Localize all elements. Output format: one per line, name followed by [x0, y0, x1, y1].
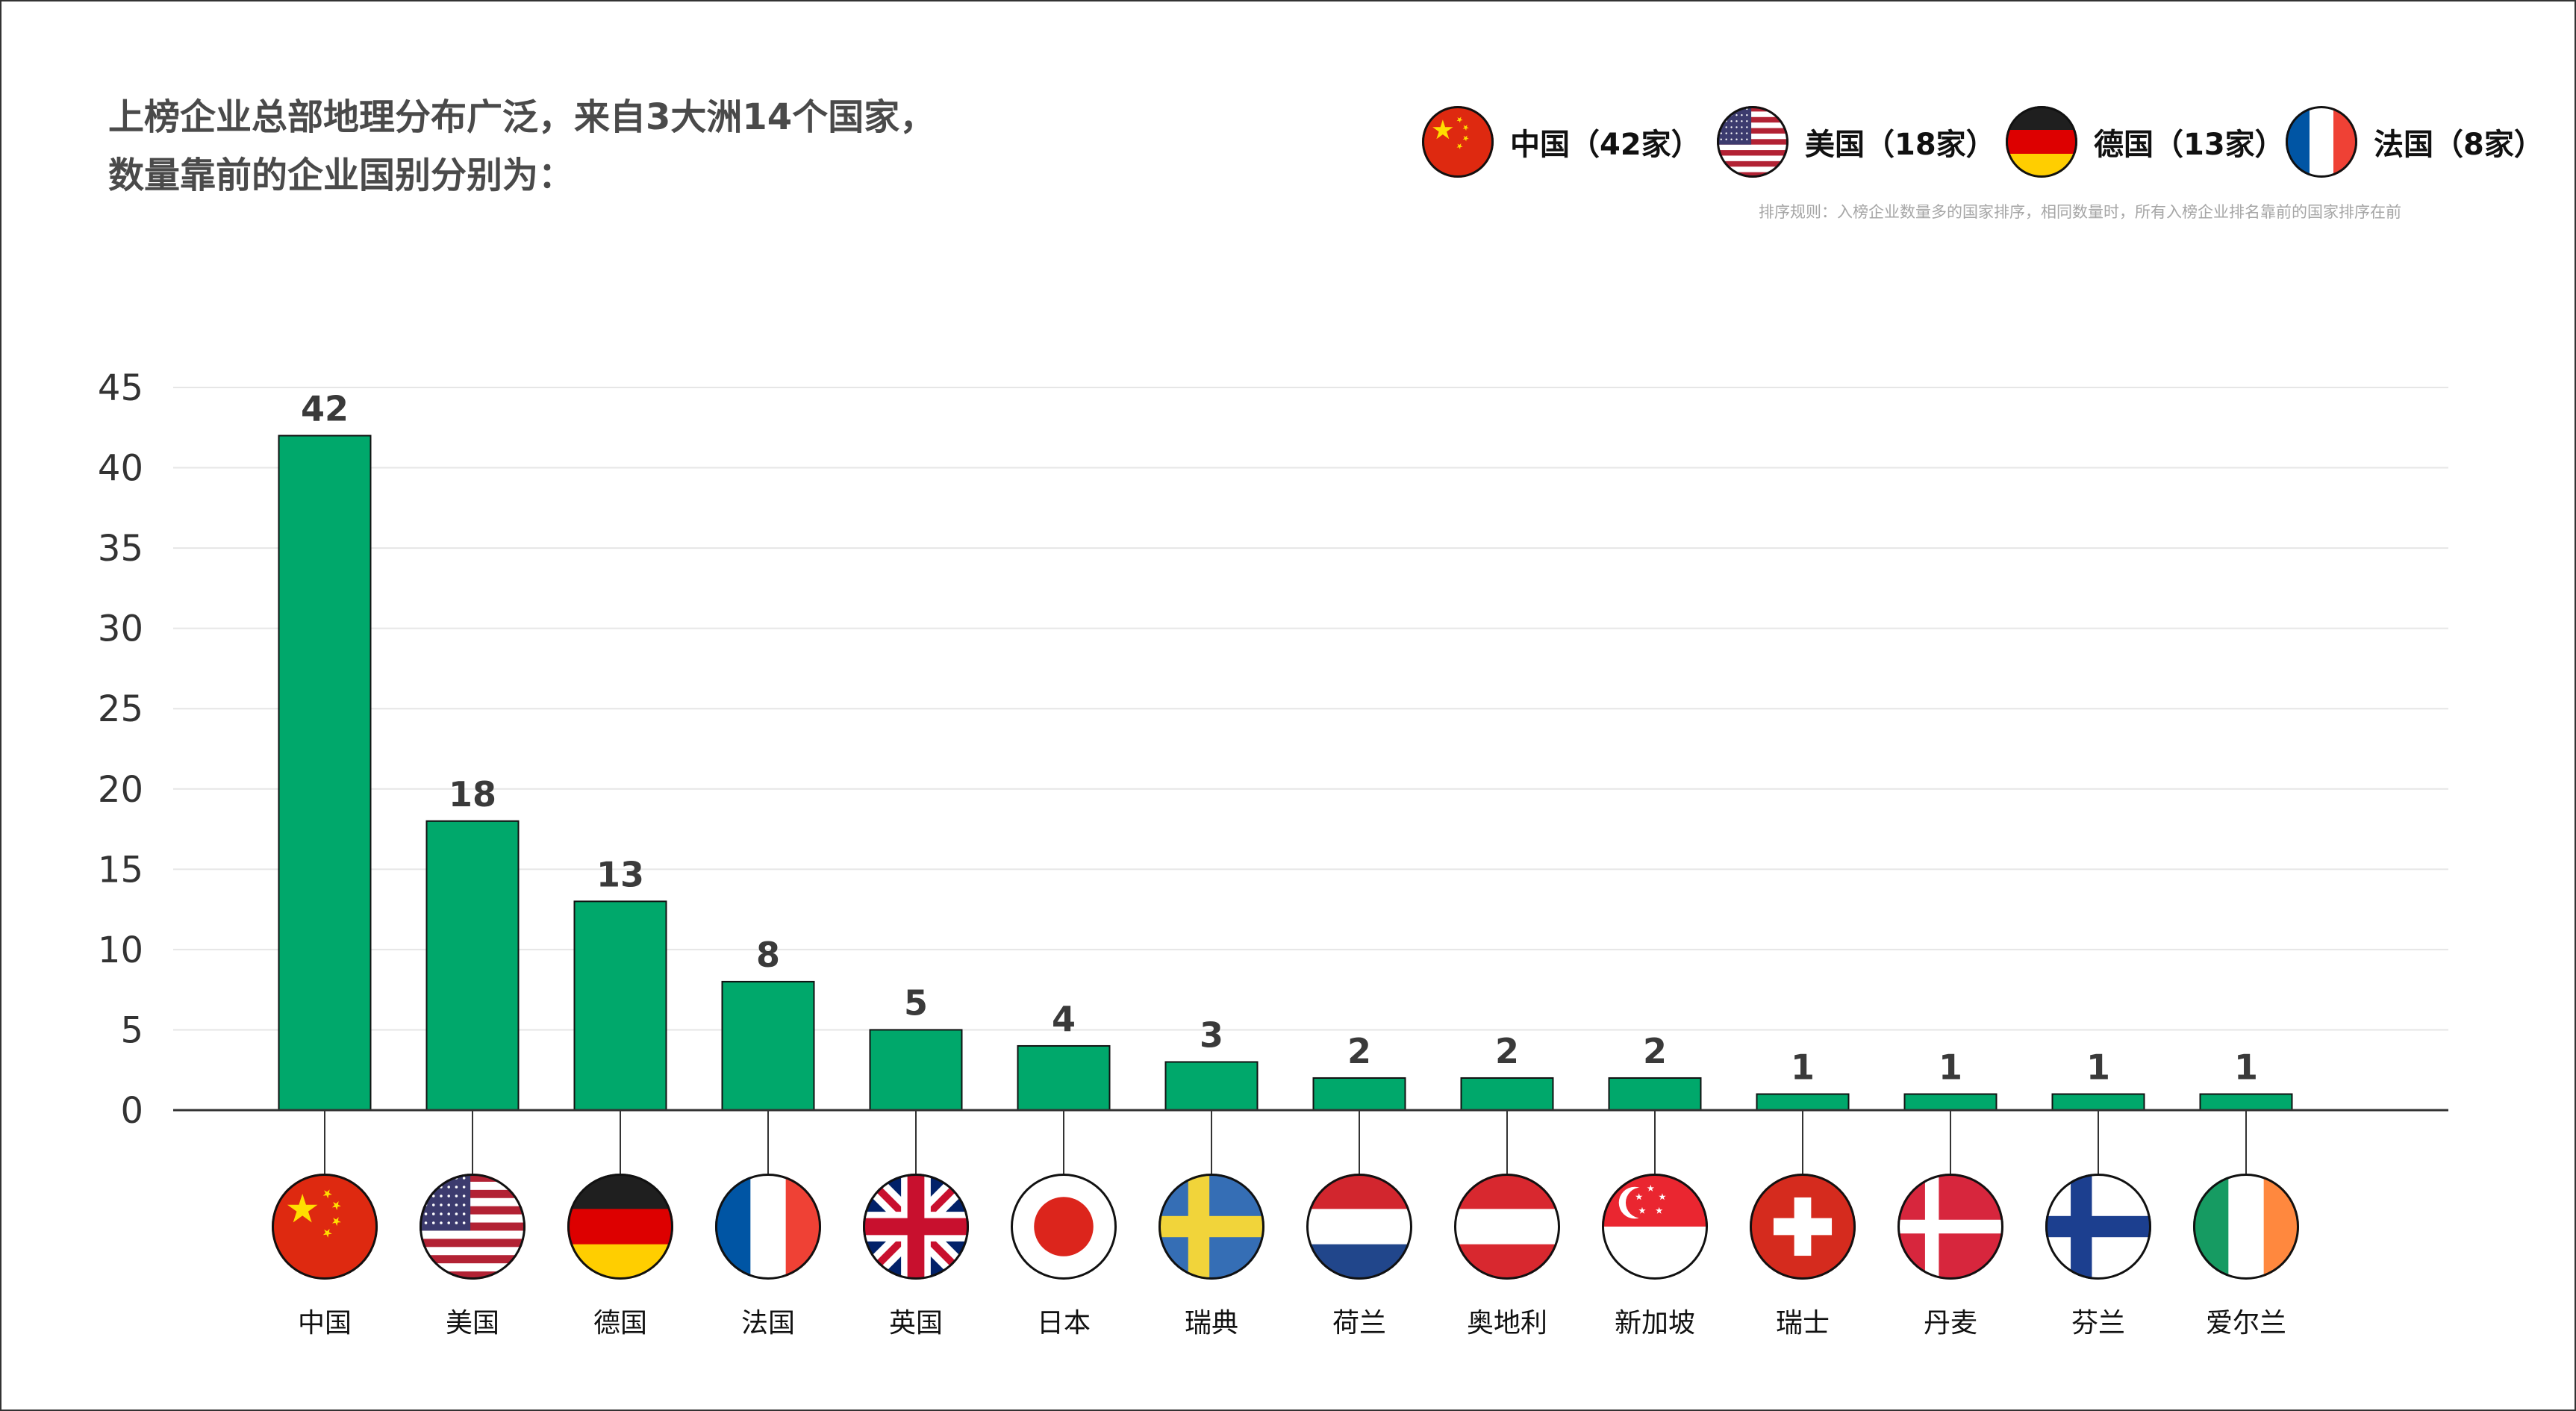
y-tick-label: 15: [98, 849, 143, 891]
bar-ireland: [2199, 1093, 2293, 1112]
x-category-label: 美国: [446, 1308, 499, 1339]
legend-item-france: 法国（8家）: [2284, 105, 2544, 179]
x-category-label: 英国: [889, 1308, 943, 1339]
austria-flag-icon: [1454, 1174, 1560, 1280]
bar-finland: [2051, 1093, 2145, 1112]
france-flag-icon: [2286, 106, 2357, 178]
legend-item-usa: 美国（18家）: [1715, 105, 1996, 179]
finland-flag-icon: [2045, 1174, 2151, 1280]
y-tick-label: 30: [98, 608, 143, 650]
x-category-label: 法国: [741, 1308, 795, 1339]
x-category-label: 丹麦: [1924, 1308, 1977, 1339]
legend-label-usa: 美国（18家）: [1805, 128, 1996, 162]
usa-flag-icon: [1717, 106, 1788, 178]
denmark-flag-icon: [1897, 1174, 2003, 1280]
bar-value-label: 1: [1791, 1047, 1815, 1087]
legend-label-france: 法国（8家）: [2374, 128, 2544, 162]
uk-flag-icon: [863, 1174, 969, 1280]
x-category-label: 奥地利: [1467, 1308, 1547, 1339]
x-category-label: 荷兰: [1332, 1308, 1386, 1339]
bar-value-label: 1: [2086, 1047, 2110, 1087]
bar-value-label: 2: [1347, 1031, 1371, 1071]
headline-line-1: 上榜企业总部地理分布广泛，来自3大洲14个国家，: [108, 96, 936, 138]
x-category-label: 日本: [1037, 1308, 1091, 1339]
headline-line-2: 数量靠前的企业国别分别为：: [108, 155, 575, 196]
bar-value-label: 18: [449, 774, 496, 814]
bar-value-label: 42: [301, 389, 349, 429]
legend-item-germany: 德国（13家）: [2004, 105, 2285, 179]
y-tick-label: 20: [98, 769, 143, 811]
bar-singapore: [1608, 1077, 1702, 1112]
bar-value-label: 4: [1052, 999, 1076, 1039]
germany-flag-icon: [567, 1174, 673, 1280]
x-category-label: 德国: [593, 1308, 647, 1339]
legend-label-china: 中国（42家）: [1510, 128, 1701, 162]
y-tick-label: 25: [98, 688, 143, 730]
y-tick-label: 35: [98, 528, 143, 570]
x-category-label: 瑞典: [1185, 1308, 1238, 1339]
germany-flag-icon: [2006, 106, 2077, 178]
bar-value-label: 3: [1200, 1015, 1223, 1055]
france-flag-icon: [715, 1174, 821, 1280]
bar-value-label: 5: [904, 982, 928, 1023]
bar-germany: [573, 900, 667, 1112]
y-tick-label: 0: [120, 1090, 143, 1132]
x-category-label: 瑞士: [1776, 1308, 1830, 1339]
china-flag-icon: [1422, 106, 1494, 178]
bar-china: [278, 434, 372, 1111]
bar-usa: [425, 820, 520, 1112]
x-category-label: 芬兰: [2071, 1308, 2125, 1339]
y-tick-label: 45: [98, 367, 143, 409]
ireland-flag-icon: [2193, 1174, 2299, 1280]
singapore-flag-icon: [1602, 1174, 1708, 1280]
bar-france: [721, 980, 815, 1112]
bar-japan: [1017, 1044, 1111, 1112]
bar-value-label: 13: [596, 854, 644, 894]
x-category-label: 新加坡: [1615, 1308, 1695, 1339]
switzerland-flag-icon: [1750, 1174, 1856, 1280]
bar-uk: [869, 1029, 963, 1112]
x-category-label: 爱尔兰: [2206, 1308, 2286, 1339]
bar-sweden: [1164, 1061, 1259, 1112]
bar-switzerland: [1756, 1093, 1850, 1112]
bar-netherlands: [1312, 1077, 1406, 1112]
netherlands-flag-icon: [1306, 1174, 1412, 1280]
y-tick-label: 5: [120, 1009, 143, 1051]
x-category-label: 中国: [298, 1308, 352, 1339]
usa-flag-icon: [420, 1174, 526, 1280]
bar-value-label: 8: [756, 935, 780, 975]
bar-value-label: 2: [1643, 1031, 1667, 1071]
bar-value-label: 1: [2234, 1047, 2258, 1087]
legend-item-china: 中国（42家）: [1420, 105, 1701, 179]
y-tick-label: 40: [98, 448, 143, 490]
headline: 上榜企业总部地理分布广泛，来自3大洲14个国家， 数量靠前的企业国别分别为：: [108, 88, 935, 205]
bar-denmark: [1903, 1093, 1998, 1112]
bar-value-label: 1: [1939, 1047, 1962, 1087]
china-flag-icon: [272, 1174, 378, 1280]
sorting-note: 排序规则：入榜企业数量多的国家排序，相同数量时，所有入榜企业排名靠前的国家排序在…: [1759, 203, 2401, 221]
legend-label-germany: 德国（13家）: [2094, 128, 2285, 162]
y-tick-label: 10: [98, 929, 143, 971]
bar-value-label: 2: [1495, 1031, 1519, 1071]
sweden-flag-icon: [1158, 1174, 1264, 1280]
japan-flag-icon: [1011, 1174, 1117, 1280]
bar-austria: [1460, 1077, 1554, 1112]
